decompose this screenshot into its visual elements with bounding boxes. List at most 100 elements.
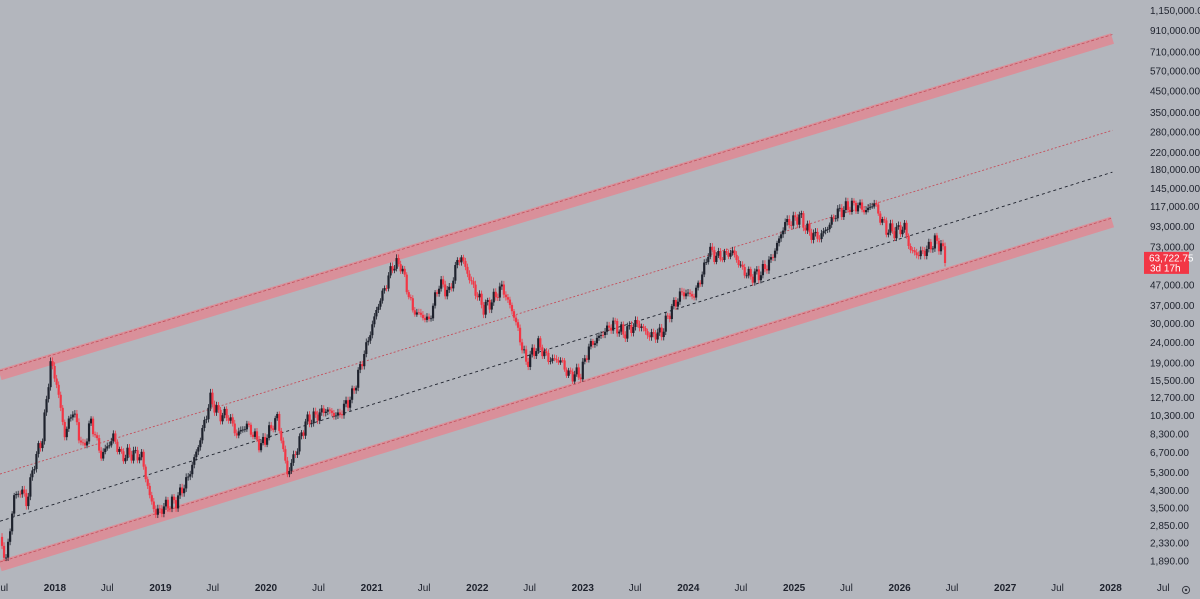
candle <box>543 348 546 359</box>
candle-body <box>709 246 712 257</box>
candle-body <box>763 264 767 269</box>
candle <box>549 357 552 365</box>
candle-body <box>282 440 285 450</box>
candle-body <box>885 220 888 235</box>
candle-body <box>0 536 4 546</box>
candle <box>98 434 101 454</box>
candle <box>118 446 121 455</box>
candle-body <box>249 424 253 435</box>
candle <box>929 239 932 253</box>
candle <box>49 357 52 391</box>
candle <box>314 407 317 418</box>
candle <box>879 211 882 226</box>
candle <box>939 240 943 255</box>
price-tick-label: 1,890.00 <box>1150 556 1189 567</box>
candle-body <box>632 326 635 333</box>
candle-body <box>235 433 238 436</box>
candle-body <box>638 323 641 328</box>
candle <box>518 324 522 346</box>
candle-body <box>17 493 20 495</box>
countdown-label: 3d 17h <box>1150 263 1181 274</box>
candle-body <box>69 417 72 419</box>
candle-body <box>373 316 376 325</box>
candle <box>334 412 338 420</box>
candle-body <box>304 421 307 436</box>
candle <box>628 321 631 330</box>
candle-body <box>429 318 433 320</box>
candle-body <box>61 407 64 422</box>
candle-body <box>723 251 726 260</box>
candle <box>387 272 390 292</box>
candle <box>678 287 682 305</box>
candle-body <box>387 275 390 289</box>
candle <box>185 473 188 492</box>
candle-body <box>158 508 161 510</box>
candle-body <box>913 250 916 253</box>
candle <box>85 438 89 449</box>
candle <box>211 388 214 408</box>
candle <box>719 248 722 262</box>
candle-body <box>788 219 791 225</box>
candle-body <box>77 422 81 441</box>
candle <box>431 303 435 322</box>
candle-body <box>81 442 85 444</box>
candle <box>423 314 427 323</box>
candle-body <box>646 331 649 336</box>
candle-body <box>154 509 157 515</box>
price-tick-label: 10,300.00 <box>1150 411 1195 422</box>
candle <box>144 464 147 483</box>
candle-body <box>223 408 226 416</box>
candle-body <box>923 250 926 256</box>
candle <box>27 492 30 510</box>
candle-body <box>328 409 331 411</box>
candle-body <box>749 268 752 277</box>
candle <box>705 258 708 266</box>
year-tick-label: 2026 <box>889 583 912 594</box>
candle <box>563 358 566 372</box>
candle <box>755 266 758 275</box>
candle-body <box>351 388 354 400</box>
candle-body <box>96 435 99 439</box>
candle <box>108 441 111 449</box>
price-tick-label: 30,000.00 <box>1150 319 1195 330</box>
candle-body <box>848 209 852 212</box>
price-tick-label: 12,700.00 <box>1150 393 1195 404</box>
candle <box>535 348 538 360</box>
candle-body <box>156 508 159 515</box>
candle-body <box>150 495 153 502</box>
candle <box>365 338 368 358</box>
candle <box>887 229 890 238</box>
candle <box>480 290 483 309</box>
settings-icon[interactable] <box>1181 585 1191 595</box>
candle-body <box>873 203 876 207</box>
candle-body <box>707 256 710 263</box>
candle-body <box>207 407 210 420</box>
candle-body <box>79 440 83 443</box>
candle <box>427 313 431 322</box>
candle-body <box>391 266 394 271</box>
candle-body <box>597 335 601 338</box>
candle-body <box>624 334 627 339</box>
candle-body <box>666 315 669 317</box>
candle <box>885 217 888 238</box>
candle <box>573 370 576 384</box>
candle <box>897 221 900 230</box>
candle-body <box>338 412 342 415</box>
candle <box>695 285 698 301</box>
candle-body <box>294 454 297 456</box>
time-axis[interactable]: Jul 2018 Jul 2019 Jul 2020 Jul 2021 Jul 2022 Jul 20… <box>0 583 1170 594</box>
candle <box>642 324 645 332</box>
candle <box>193 454 196 469</box>
candle-body <box>782 230 785 235</box>
candle <box>304 418 307 439</box>
candle-body <box>589 341 592 347</box>
candle-body <box>555 358 558 361</box>
candle-body <box>274 418 277 430</box>
candle <box>516 319 520 332</box>
candle-body <box>887 232 890 235</box>
price-axis[interactable]: 1,150,000.00 910,000.00 710,000.00 570,000.… <box>1150 6 1200 567</box>
candle-body <box>612 320 615 331</box>
candle-body <box>298 436 301 452</box>
